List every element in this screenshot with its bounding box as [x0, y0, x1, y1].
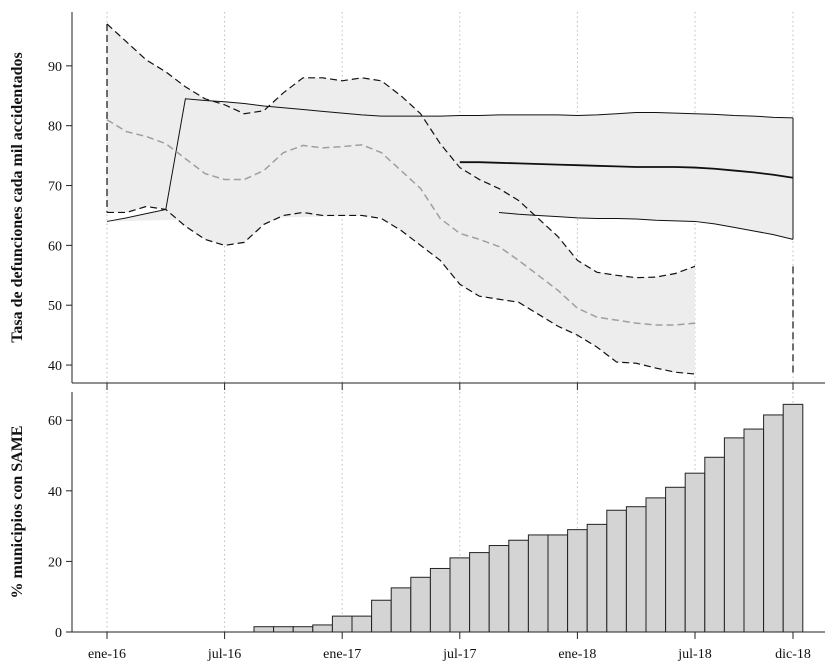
bar-2018-04 [625, 506, 647, 633]
bar-2017-10 [508, 539, 529, 633]
bar-2017-05 [410, 576, 431, 633]
bar-2017-03 [371, 599, 392, 633]
bar-2016-10 [273, 626, 294, 633]
bottom-x-tick-label-1: jul-16 [207, 647, 241, 662]
bar-2017-04 [390, 587, 412, 633]
confidence-band-upper-line [106, 23, 696, 279]
bar-2018-01 [567, 529, 588, 633]
bar-2018-12 [782, 403, 804, 633]
counterfactual-estimate-line [459, 161, 794, 179]
bar-2018-06 [665, 486, 686, 633]
bottom-y-tick-label-3: 60 [48, 414, 62, 429]
bar-2016-11 [292, 626, 314, 633]
confidence-band-lower-line [107, 205, 696, 375]
bottom-y-tick-label-1: 20 [48, 555, 62, 570]
counterfactual-upper-line [106, 98, 794, 222]
bar-2018-07 [684, 472, 706, 633]
bar-2016-12 [312, 624, 333, 633]
bar-2017-02 [351, 615, 373, 633]
bar-2018-02 [586, 523, 608, 633]
top-y-tick-label-2: 60 [48, 239, 62, 254]
top-y-tick-label-3: 70 [48, 180, 62, 195]
bar-2018-11 [763, 414, 784, 633]
counterfactual-band-area [107, 98, 793, 240]
top-y-tick-label-1: 50 [48, 299, 62, 314]
top-y-tick-label-5: 90 [48, 60, 62, 75]
bar-2017-09 [488, 545, 510, 633]
bar-2017-07 [449, 557, 471, 633]
bottom-x-tick-label-3: jul-17 [442, 647, 476, 662]
bottom-x-tick-label-0: ene-16 [88, 647, 126, 662]
top-y-tick-label-0: 40 [48, 359, 62, 374]
bar-2018-05 [645, 497, 667, 633]
bar-2017-08 [469, 552, 490, 633]
bar-2018-09 [723, 437, 745, 633]
counterfactual-lower-line [498, 211, 794, 240]
bar-2017-11 [527, 534, 549, 633]
bottom-y-tick-label-2: 40 [48, 485, 62, 500]
bottom-y-axis-title: % municipios con SAME [9, 426, 26, 599]
bar-2017-01 [331, 615, 353, 633]
bottom-x-tick-label-4: ene-18 [558, 647, 596, 662]
bar-2017-06 [429, 567, 451, 633]
bar-2018-03 [606, 509, 627, 633]
bottom-x-tick-label-2: ene-17 [323, 647, 361, 662]
top-y-tick-label-4: 80 [48, 120, 62, 135]
bottom-y-tick-label-0: 0 [55, 626, 62, 641]
estimate-line [106, 119, 696, 326]
bottom-x-tick-label-6: dic-18 [775, 647, 811, 662]
bar-2017-12 [547, 534, 569, 633]
top-y-axis-title: Tasa de defunciones cada mil accidentado… [9, 52, 26, 343]
bottom-x-tick-label-5: jul-18 [677, 647, 711, 662]
bar-2018-08 [704, 456, 725, 633]
bar-2018-10 [743, 428, 765, 633]
bar-2016-09 [253, 626, 275, 633]
